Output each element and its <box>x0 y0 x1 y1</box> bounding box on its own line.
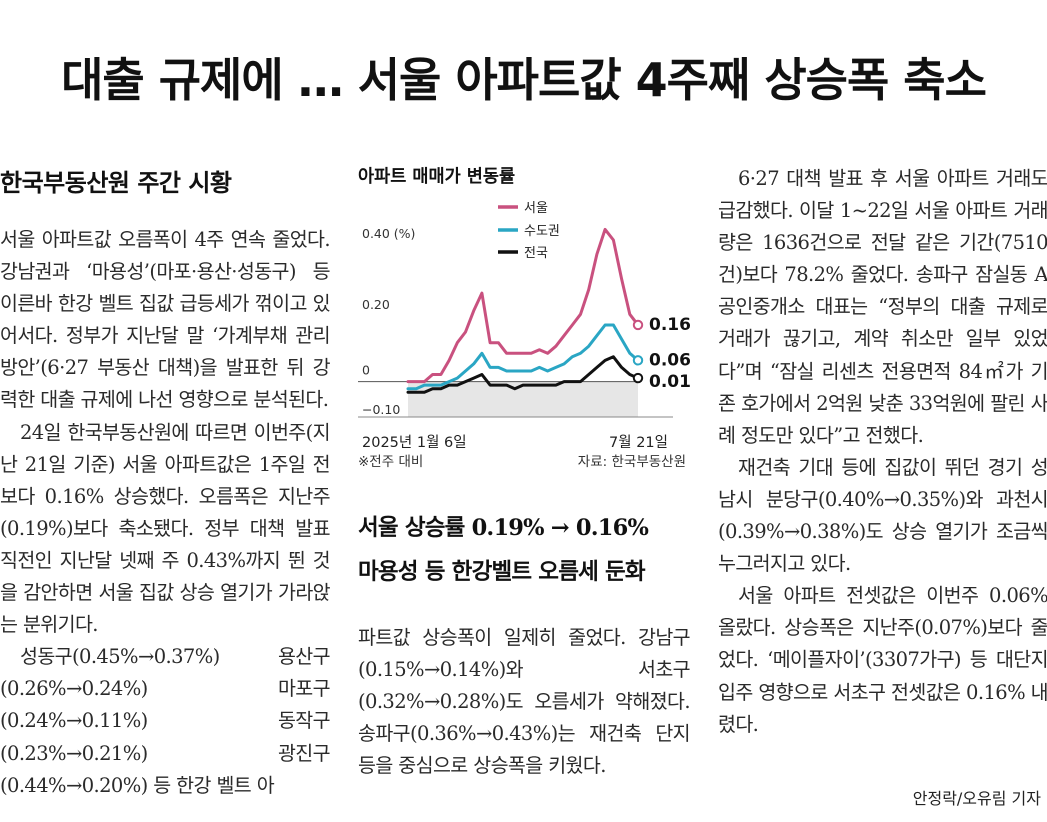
x-tick-label: 7월 21일 <box>609 434 668 450</box>
series-line <box>406 323 640 391</box>
article-body-middle: 파트값 상승폭이 일제히 줄었다. 강남구(0.15%→0.14%)와 서초구(… <box>358 622 691 782</box>
section-subhead: 한국부동산원 주간 시황 <box>0 169 232 197</box>
end-value-label: 0.06 <box>649 350 690 370</box>
series-end-marker <box>632 372 644 384</box>
chart-note: ※전주 대비 <box>358 454 424 470</box>
chart-title: 아파트 매매가 변동률 <box>358 167 516 187</box>
pull-quote-line: 마용성 등 한강벨트 오름세 둔화 <box>358 559 646 585</box>
right-column: 6·27 대책 발표 후 서울 아파트 거래도 급감했다. 이달 1~22일 서… <box>718 163 1047 741</box>
paragraph: 성동구(0.45%→0.37%) 용산구(0.26%→0.24%) 마포구(0.… <box>0 645 331 797</box>
paragraph: 24일 한국부동산원에 따르면 이번주(지난 21일 기준) 서울 아파트값은 … <box>0 420 331 637</box>
series-end-marker <box>632 319 644 331</box>
paragraph: 재건축 기대 등에 집값이 뛰던 경기 성남시 분당구(0.40%→0.35%)… <box>718 455 1047 576</box>
left-column: 한국부동산원 주간 시황 서울 아파트값 오름폭이 4주 연속 줄었다. 강남권… <box>0 163 331 802</box>
end-value-label: 0.16 <box>649 315 690 335</box>
byline: 안정락/오유림 기자 <box>912 789 1041 808</box>
series-end-marker <box>632 355 644 366</box>
price-change-chart: 0.40 (%) 0.20 0 −0.10 2025년 1월 6일 7월 21일 0.16 0… <box>358 201 690 450</box>
legend-label: 수도권 <box>524 224 560 239</box>
article-body-right: 6·27 대책 발표 후 서울 아파트 거래도 급감했다. 이달 1~22일 서… <box>718 163 1047 741</box>
middle-column: 아파트 매매가 변동률 0.40 (%) 0.20 0 −0.10 2025년 1월 6… <box>358 163 691 782</box>
y-tick-label: 0 <box>362 363 370 378</box>
headline: 대출 규제에 … 서울 아파트값 4주째 상승폭 축소 <box>61 53 987 107</box>
series-line <box>406 227 640 384</box>
x-tick-label: 2025년 1월 6일 <box>362 434 467 450</box>
y-tick-label: 0.40 (%) <box>362 226 415 241</box>
paragraph: 파트값 상승폭이 일제히 줄었다. 강남구(0.15%→0.14%)와 서초구(… <box>358 626 691 778</box>
end-value-label: 0.01 <box>649 372 690 392</box>
pull-quote-line: 서울 상승률 0.19% → 0.16% <box>358 515 649 541</box>
legend-label: 전국 <box>524 246 548 261</box>
paragraph: 서울 아파트 전셋값은 이번주 0.06% 올랐다. 상승폭은 지난주(0.07… <box>718 584 1047 736</box>
chart-source: 자료: 한국부동산원 <box>577 454 686 470</box>
article-body-left: 서울 아파트값 오름폭이 4주 연속 줄었다. 강남권과 ‘마용성’(마포·용산… <box>0 224 331 802</box>
legend-label: 서울 <box>524 201 548 216</box>
chart-footer: ※전주 대비 자료: 한국부동산원 <box>358 450 690 472</box>
series-line <box>406 355 640 394</box>
pull-quote: 서울 상승률 0.19% → 0.16% 마용성 등 한강벨트 오름세 둔화 <box>358 506 690 594</box>
y-tick-label: −0.10 <box>362 402 400 417</box>
paragraph: 서울 아파트값 오름폭이 4주 연속 줄었다. 강남권과 ‘마용성’(마포·용산… <box>0 228 331 412</box>
y-tick-label: 0.20 <box>362 297 390 312</box>
paragraph: 6·27 대책 발표 후 서울 아파트 거래도 급감했다. 이달 1~22일 서… <box>718 167 1047 447</box>
